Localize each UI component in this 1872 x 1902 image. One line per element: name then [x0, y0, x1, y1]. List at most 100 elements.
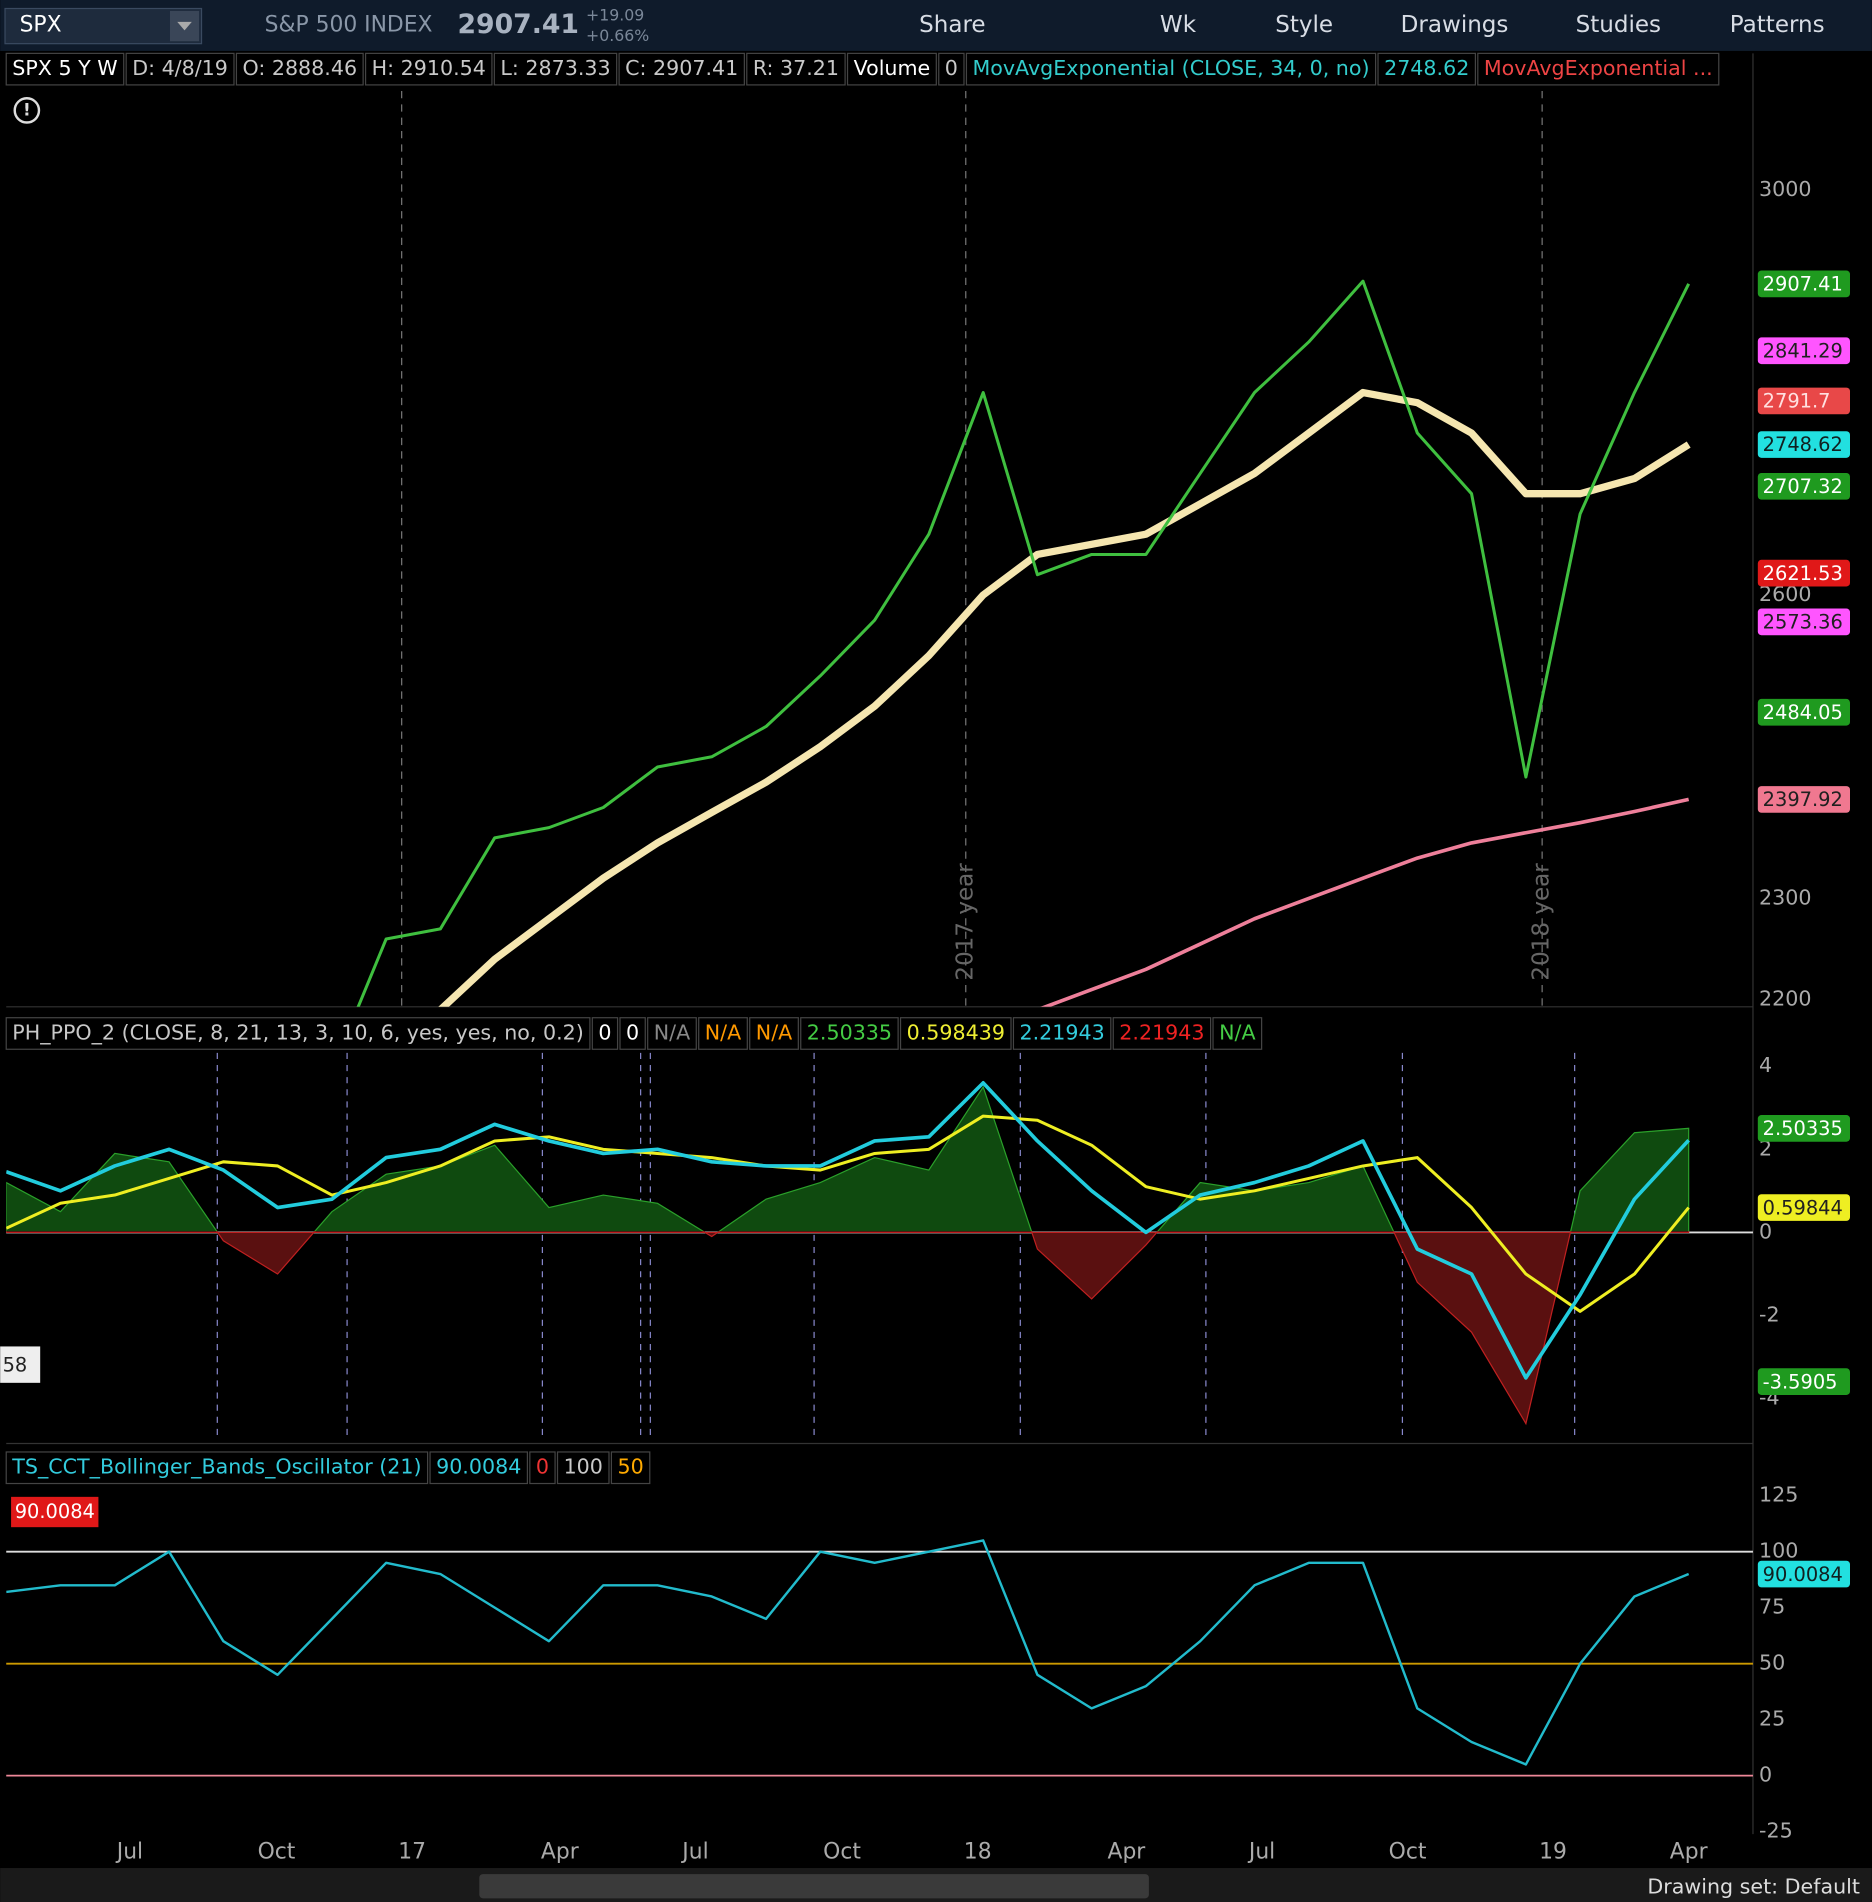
y-tick-label: -25: [1759, 1819, 1793, 1843]
price-badge: [1757, 387, 1851, 415]
header-label: MovAvgExponential ...: [1484, 56, 1713, 80]
price-badge-label: 0.59844: [1763, 1196, 1843, 1219]
header-label: C: 2907.41: [625, 56, 738, 80]
header-label: N/A: [705, 1020, 741, 1044]
header-box: [1377, 52, 1476, 86]
toolbar: [0, 0, 1872, 51]
toolbar-button[interactable]: Share: [919, 12, 985, 38]
header-box: [556, 1451, 610, 1485]
price-badge: [1757, 1560, 1851, 1588]
ppo-line: [6, 1081, 1691, 1380]
price-badge: [1757, 337, 1851, 365]
toolbar-button[interactable]: Style: [1275, 12, 1333, 38]
price-badge: [1757, 698, 1851, 726]
header-label: O: 2888.46: [242, 56, 357, 80]
scrollbar-thumb[interactable]: [479, 1874, 1149, 1899]
header-label: 100: [564, 1455, 603, 1479]
price-badge: [1757, 472, 1851, 500]
header-box: [1212, 1017, 1263, 1050]
y-tick-label: 2200: [1759, 987, 1811, 1011]
header-box: [364, 52, 493, 86]
price-badge-label: 2397.92: [1763, 788, 1843, 811]
signal-line: [6, 1114, 1690, 1313]
price-badge-label: 2748.62: [1763, 433, 1843, 456]
header-box: [1012, 1017, 1112, 1050]
y-tick-label: 3000: [1759, 177, 1811, 201]
toolbar-button[interactable]: Drawings: [1401, 12, 1509, 38]
price-badge: [1757, 786, 1851, 813]
header-label: 90.0084: [436, 1455, 521, 1479]
y-tick-label: 2: [1759, 1136, 1772, 1160]
cursor-label: 58: [3, 1353, 28, 1376]
histogram-down: [6, 1231, 1690, 1426]
alert-icon[interactable]: [13, 97, 41, 124]
y-tick-label: -2: [1759, 1303, 1780, 1327]
sma200-line: [1040, 797, 1690, 1007]
price-badge-label: 2.50335: [1763, 1117, 1843, 1140]
x-tick-label: 19: [1539, 1839, 1567, 1864]
header-box: [749, 1017, 799, 1050]
last-price: 2907.41: [457, 9, 578, 40]
price-badge: [1757, 1194, 1851, 1221]
x-tick-label: Apr: [1670, 1839, 1708, 1864]
change-pct: +0.66%: [586, 26, 649, 45]
x-tick-label: Oct: [823, 1839, 861, 1864]
price-badge-label: -3.5905: [1763, 1370, 1838, 1393]
description: S&P 500 INDEX: [265, 12, 433, 37]
symbol-input[interactable]: [4, 7, 203, 45]
price-badge-label: 2707.32: [1763, 475, 1843, 498]
price-badge: [1757, 608, 1851, 636]
header-box: [746, 52, 846, 86]
price-badge: [1757, 559, 1851, 587]
header-label: 0: [626, 1020, 639, 1044]
header-label: 0: [598, 1020, 611, 1044]
price-badge: [1757, 1115, 1851, 1142]
header-box: [5, 1017, 591, 1050]
toolbar-button[interactable]: Patterns: [1730, 12, 1825, 38]
header-box: [493, 52, 618, 86]
year-label: 2018 year: [1529, 863, 1555, 981]
x-tick-label: Jul: [1247, 1839, 1275, 1864]
toolbar-button[interactable]: Studies: [1576, 12, 1661, 38]
y-tick-label: 4: [1759, 1053, 1772, 1077]
price-badge-label: 90.0084: [1763, 1563, 1843, 1586]
drawing-set[interactable]: Drawing set: Default: [1647, 1874, 1860, 1898]
ema34-line: [438, 388, 1691, 1007]
header-label: 2.21943: [1119, 1020, 1204, 1044]
header-box: [5, 52, 125, 86]
header-box: [1477, 52, 1720, 86]
last-badge: [11, 1496, 99, 1528]
header-box: [618, 52, 745, 86]
header-label: D: 4/8/19: [132, 56, 228, 80]
header-box: [698, 1017, 748, 1050]
header-label: MovAvgExponential (CLOSE, 34, 0, no): [972, 56, 1369, 80]
header-box: [899, 1017, 1012, 1050]
price-badge-label: 2791.7: [1763, 390, 1831, 413]
header-label: L: 2873.33: [500, 56, 610, 80]
header-box: [800, 1017, 899, 1050]
price-badge-label: 2907.41: [1763, 273, 1843, 296]
cursor-box: [0, 1346, 41, 1383]
y-tick-label: 25: [1759, 1707, 1785, 1731]
header-label: 0: [945, 56, 958, 80]
dropdown-arrow: [177, 21, 192, 31]
x-tick-label: 18: [964, 1839, 992, 1864]
year-label: 2017 year: [952, 863, 978, 981]
x-tick-label: Oct: [1389, 1839, 1427, 1864]
y-tick-label: 2300: [1759, 886, 1811, 910]
header-box: [429, 1451, 529, 1485]
x-tick-label: 17: [398, 1839, 426, 1864]
header-label: SPX 5 Y W: [12, 56, 117, 80]
symbol: SPX: [20, 12, 62, 37]
header-label: 0.598439: [907, 1020, 1005, 1044]
header-box: [619, 1017, 646, 1050]
toolbar-button[interactable]: Wk: [1160, 12, 1197, 38]
close-line: [356, 279, 1691, 1007]
last-badge-label: 90.0084: [15, 1500, 95, 1523]
header-label: 50: [617, 1455, 643, 1479]
y-tick-label: 125: [1759, 1483, 1798, 1507]
header-label: R: 37.21: [753, 56, 839, 80]
y-tick-label: 100: [1759, 1539, 1798, 1563]
